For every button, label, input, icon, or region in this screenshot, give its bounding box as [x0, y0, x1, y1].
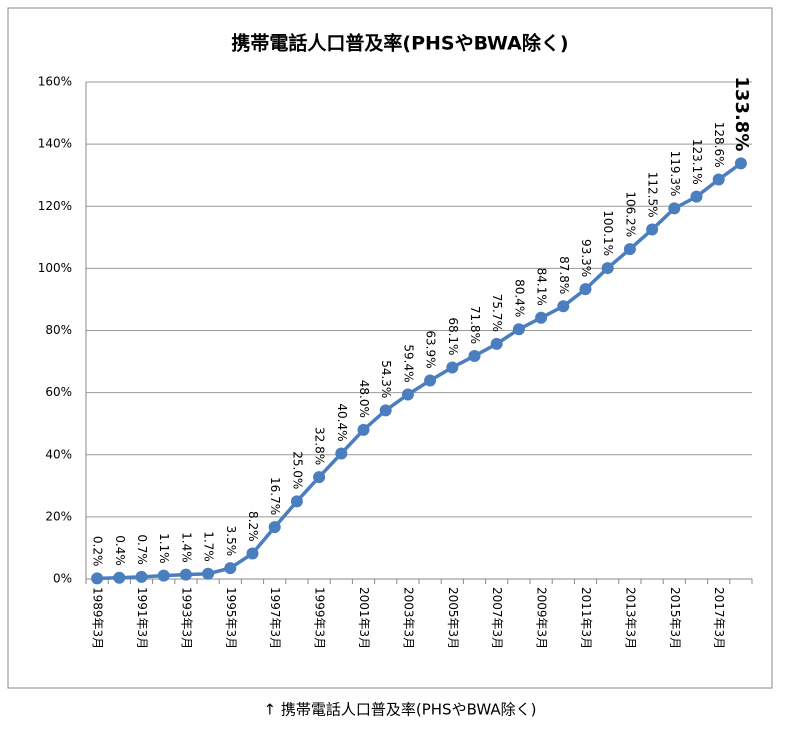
data-label: 16.7%	[268, 477, 282, 515]
y-tick-label: 80%	[45, 323, 72, 337]
chart-frame	[7, 7, 773, 689]
y-tick-label: 100%	[38, 261, 72, 275]
data-label: 48.0%	[357, 380, 371, 418]
data-label: 119.3%	[668, 151, 682, 197]
data-label: 84.1%	[535, 268, 549, 306]
marker	[623, 243, 636, 256]
marker	[579, 283, 592, 296]
x-tick-label: 1999年3月	[313, 587, 327, 649]
data-label: 1.4%	[179, 532, 193, 563]
data-label: 0.7%	[135, 534, 149, 565]
chart-title: 携帯電話人口普及率(PHSやBWA除く)	[231, 32, 568, 55]
marker	[446, 361, 459, 374]
x-tick-label: 1995年3月	[224, 587, 238, 649]
marker	[91, 572, 104, 585]
data-label: 123.1%	[690, 139, 704, 185]
x-tick-label: 2001年3月	[357, 587, 371, 649]
data-label: 63.9%	[424, 330, 438, 368]
data-label: 40.4%	[335, 403, 349, 441]
marker	[202, 567, 215, 580]
marker	[535, 311, 548, 324]
marker	[179, 568, 192, 581]
x-tick-label: 1989年3月	[91, 587, 105, 649]
data-label: 1.1%	[157, 533, 171, 564]
x-tick-label: 2015年3月	[668, 587, 682, 649]
marker	[113, 571, 126, 584]
x-tick-label: 1993年3月	[179, 587, 193, 649]
y-tick-label: 60%	[45, 385, 72, 399]
marker	[712, 173, 725, 186]
data-label: 3.5%	[224, 526, 238, 557]
marker	[246, 547, 259, 560]
marker	[468, 349, 481, 362]
marker	[734, 157, 747, 170]
x-tick-label: 2013年3月	[623, 587, 637, 649]
y-tick-label: 20%	[45, 509, 72, 523]
data-label: 0.2%	[91, 536, 105, 567]
y-tick-label: 160%	[38, 75, 72, 89]
x-tick-label: 2011年3月	[579, 587, 593, 649]
data-label: 0.4%	[113, 535, 127, 566]
data-label: 71.8%	[468, 306, 482, 344]
data-label: 54.3%	[379, 360, 393, 398]
marker	[335, 447, 348, 460]
data-label: 8.2%	[246, 511, 260, 542]
y-tick-label: 40%	[45, 447, 72, 461]
data-label: 112.5%	[646, 172, 660, 218]
y-tick-label: 140%	[38, 137, 72, 151]
marker	[646, 223, 659, 236]
data-label: 87.8%	[557, 256, 571, 294]
x-tick-label: 2009年3月	[535, 587, 549, 649]
data-label: 100.1%	[601, 210, 615, 256]
x-tick-label: 1997年3月	[268, 587, 282, 649]
marker	[490, 337, 503, 350]
marker	[601, 262, 614, 275]
marker	[379, 404, 392, 417]
marker	[512, 323, 525, 336]
y-tick-label: 120%	[38, 199, 72, 213]
data-label: 75.7%	[490, 294, 504, 332]
data-label: 32.8%	[313, 427, 327, 465]
data-label: 25.0%	[290, 451, 304, 489]
marker	[135, 570, 148, 583]
data-label: 93.3%	[579, 239, 593, 277]
x-tick-label: 2003年3月	[401, 587, 415, 649]
marker	[313, 471, 326, 484]
marker	[690, 190, 703, 203]
data-label: 80.4%	[512, 279, 526, 317]
x-tick-label: 2007年3月	[490, 587, 504, 649]
marker	[424, 374, 437, 387]
x-tick-label: 1991年3月	[135, 587, 149, 649]
x-tick-label: 2005年3月	[446, 587, 460, 649]
marker	[401, 388, 414, 401]
marker	[357, 423, 370, 436]
y-tick-label: 0%	[53, 572, 72, 586]
marker	[290, 495, 303, 508]
marker	[224, 562, 237, 575]
marker	[157, 569, 170, 582]
data-label: 68.1%	[446, 317, 460, 355]
x-tick-label: 2017年3月	[712, 587, 726, 649]
marker	[268, 521, 281, 534]
data-label: 133.8%	[731, 76, 752, 151]
data-label: 59.4%	[401, 344, 415, 382]
data-label: 1.7%	[202, 531, 216, 562]
marker	[668, 202, 681, 215]
caption: ↑ 携帯電話人口普及率(PHSやBWA除く)	[264, 701, 537, 719]
data-label: 128.6%	[712, 122, 726, 168]
marker	[557, 300, 570, 313]
data-label: 106.2%	[623, 191, 637, 237]
